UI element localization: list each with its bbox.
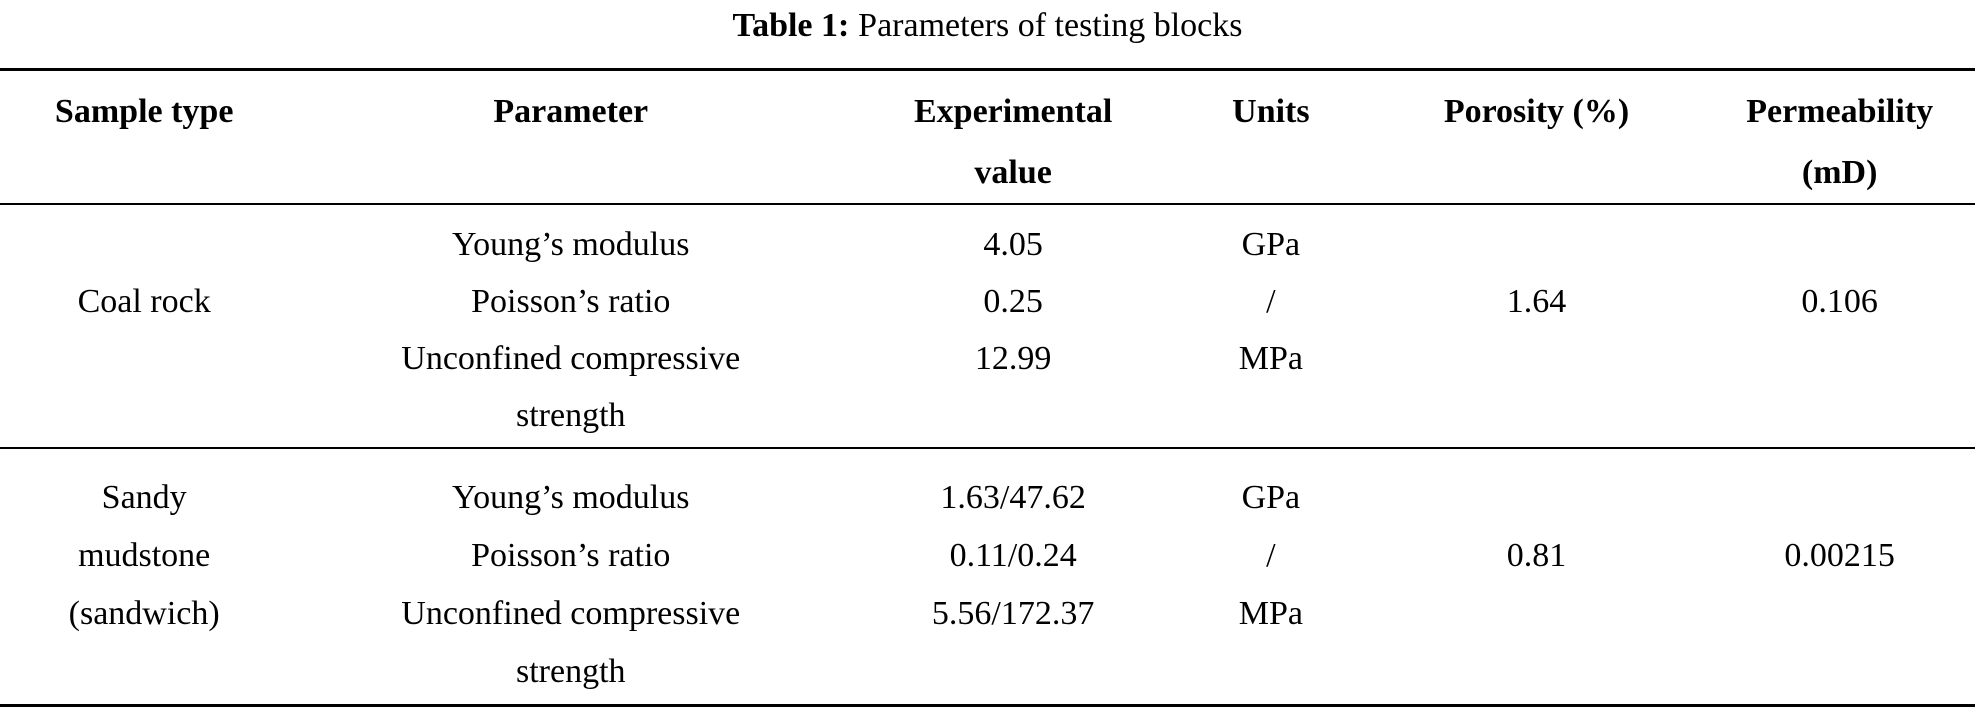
header-sample-type: Sample type [54,92,234,130]
units-cell: GPa [1241,479,1301,516]
parameter-cell-wrap: strength [515,653,626,690]
permeability-cell: 0.106 [1801,282,1878,320]
header-experimental-value-line2: value [974,153,1052,191]
table-caption: Table 1: Parameters of testing blocks [0,0,1975,68]
table-bottom-rule [0,704,1975,707]
table-caption-label: Table 1: [732,7,850,44]
parameter-cell: Unconfined compressive [401,595,741,632]
table-caption-text: Parameters of testing blocks [858,7,1243,44]
parameter-cell: Young’s modulus [452,225,690,263]
group-row-sandy-mudstone: Sandy mudstone (sandwich) Young’s modulu… [0,449,1975,704]
experimental-value-cell: 4.05 [983,225,1043,263]
parameter-cell: Young’s modulus [452,479,690,516]
sample-type-cell: Coal rock [77,282,211,320]
header-units: Units [1232,92,1310,130]
porosity-cell: 0.81 [1506,537,1567,574]
header-permeability-line2: (mD) [1801,153,1878,191]
units-cell: MPa [1238,339,1303,377]
group-row-coal-rock: Coal rock Young’s modulus Poisson’s rati… [0,205,1975,447]
experimental-value-cell: 0.25 [983,282,1043,320]
sample-type-cell-line3: (sandwich) [68,595,220,632]
units-cell: / [1266,537,1276,574]
header-permeability-line1: Permeability [1746,92,1934,130]
table-header-row: Sample type Parameter Experimental value… [0,71,1975,203]
experimental-value-cell: 5.56/172.37 [931,595,1095,632]
group-divider-rule [0,447,1975,449]
units-cell: / [1266,282,1276,320]
parameter-cell: Poisson’s ratio [471,537,671,574]
sample-type-cell-line2: mudstone [78,537,211,574]
header-divider-rule [0,203,1975,205]
header-experimental-value-line1: Experimental [914,92,1113,130]
header-parameter: Parameter [493,92,649,130]
porosity-cell: 1.64 [1506,282,1567,320]
units-cell: MPa [1238,595,1303,632]
experimental-value-cell: 0.11/0.24 [949,537,1077,574]
header-porosity: Porosity (%) [1443,92,1630,130]
units-cell: GPa [1241,225,1301,263]
experimental-value-cell: 1.63/47.62 [940,479,1086,516]
experimental-value-cell: 12.99 [974,339,1052,377]
sample-type-cell-line1: Sandy [101,479,187,516]
permeability-cell: 0.00215 [1784,537,1895,574]
table-top-rule [0,68,1975,71]
parameter-cell: Poisson’s ratio [471,282,671,320]
parameter-cell: Unconfined compressive [401,339,741,377]
parameter-cell-wrap: strength [515,396,626,434]
